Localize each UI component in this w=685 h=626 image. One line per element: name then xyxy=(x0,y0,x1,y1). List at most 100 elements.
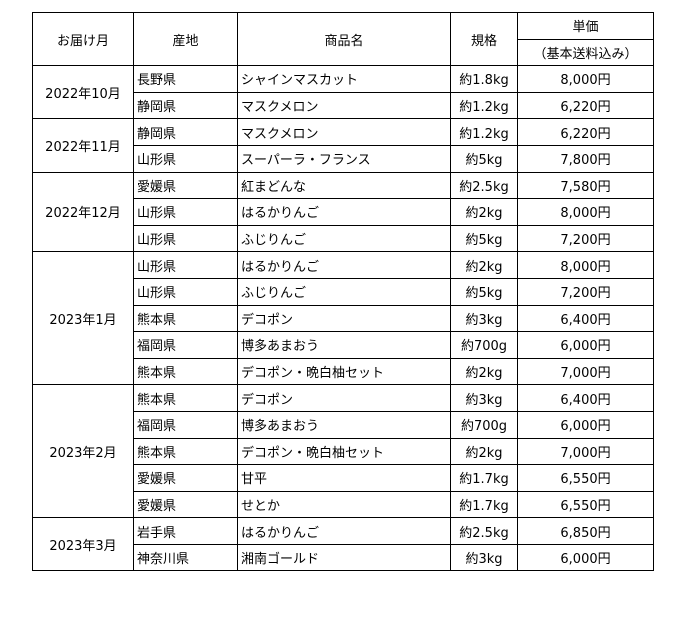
price-cell: 7,200円 xyxy=(517,277,654,306)
product-table: お届け月 産地 商品名 規格 単価 （基本送料込み） 2022年10月 長野県 シャ… xyxy=(32,11,654,572)
origin-cell: 熊本県 xyxy=(133,357,238,386)
price-cell: 7,580円 xyxy=(517,171,654,200)
origin-cell: 福岡県 xyxy=(133,331,238,359)
product-cell: ふじりんご xyxy=(237,224,451,253)
product-cell: 甘平 xyxy=(237,464,451,492)
origin-cell: 熊本県 xyxy=(133,437,238,466)
price-cell: 8,000円 xyxy=(517,198,654,226)
table-row: 愛媛県 せとか 約1.7kg 6,550円 xyxy=(33,490,654,519)
table-row: 2022年11月 静岡県 マスクメロン 約1.2kg 6,220円 xyxy=(32,118,654,173)
table-row: 山形県 はるかりんご 約2kg 8,000円 xyxy=(33,198,654,226)
origin-cell: 山形県 xyxy=(133,251,238,279)
origin-cell: 熊本県 xyxy=(133,384,238,412)
price-cell: 6,000円 xyxy=(517,410,654,439)
table-row: 2023年1月 山形県 はるかりんご 約2kg 8,000円 xyxy=(32,251,654,386)
spec-cell: 約2.5kg xyxy=(450,171,518,200)
product-cell: 博多あまおう xyxy=(237,410,451,439)
spec-cell: 約3kg xyxy=(450,543,518,572)
price-cell: 6,000円 xyxy=(517,331,654,359)
month-cell: 2022年11月 xyxy=(32,118,134,173)
month-cell: 2022年12月 xyxy=(32,171,134,253)
product-cell: はるかりんご xyxy=(237,198,451,226)
table-row: 2022年12月 愛媛県 紅まどんな 約2.5kg 7,580円 xyxy=(32,171,654,253)
price-cell: 7,800円 xyxy=(517,144,654,173)
price-cell: 6,000円 xyxy=(517,543,654,572)
product-cell: ふじりんご xyxy=(237,277,451,306)
header-product: 商品名 xyxy=(237,11,451,67)
table-row: 神奈川県 湘南ゴールド 約3kg 6,000円 xyxy=(33,543,654,572)
table-row: 2023年3月 岩手県 はるかりんご 約2.5kg 6,850円 xyxy=(32,517,654,572)
table-row: 福岡県 博多あまおう 約700g 6,000円 xyxy=(33,331,654,359)
spec-cell: 約5kg xyxy=(450,224,518,253)
product-cell: せとか xyxy=(237,490,451,519)
product-cell: 博多あまおう xyxy=(237,331,451,359)
product-cell: マスクメロン xyxy=(237,91,451,120)
table-row: 山形県 ふじりんご 約5kg 7,200円 xyxy=(33,277,654,306)
spec-cell: 約5kg xyxy=(450,277,518,306)
product-cell: 紅まどんな xyxy=(237,171,451,200)
header-price: 単価 xyxy=(517,12,654,40)
price-cell: 7,200円 xyxy=(517,224,654,253)
product-cell: はるかりんご xyxy=(237,517,451,545)
product-cell: はるかりんご xyxy=(237,251,451,279)
origin-cell: 福岡県 xyxy=(133,410,238,439)
origin-cell: 愛媛県 xyxy=(133,171,238,200)
origin-cell: 静岡県 xyxy=(133,118,238,146)
table-row: 熊本県 デコポン 約3kg 6,400円 xyxy=(33,304,654,333)
price-cell: 6,550円 xyxy=(517,464,654,492)
spec-cell: 約1.7kg xyxy=(450,490,518,519)
price-cell: 6,550円 xyxy=(517,490,654,519)
price-cell: 6,220円 xyxy=(517,118,654,146)
origin-cell: 山形県 xyxy=(133,224,238,253)
origin-cell: 静岡県 xyxy=(133,91,238,120)
price-cell: 6,850円 xyxy=(517,517,654,545)
origin-cell: 神奈川県 xyxy=(133,543,238,572)
spec-cell: 約2kg xyxy=(450,357,518,386)
table-row: 2022年10月 長野県 シャインマスカット 約1.8kg 8,000円 xyxy=(32,65,654,120)
price-cell: 6,400円 xyxy=(517,304,654,333)
product-cell: デコポン・晩白柚セット xyxy=(237,437,451,466)
spec-cell: 約2kg xyxy=(450,198,518,226)
product-cell: マスクメロン xyxy=(237,118,451,146)
price-cell: 8,000円 xyxy=(517,65,654,93)
origin-cell: 愛媛県 xyxy=(133,464,238,492)
product-cell: スーパーラ・フランス xyxy=(237,144,451,173)
spec-cell: 約2kg xyxy=(450,251,518,279)
spec-cell: 約3kg xyxy=(450,384,518,412)
table-row: 静岡県 マスクメロン 約1.2kg 6,220円 xyxy=(33,91,654,120)
month-cell: 2023年2月 xyxy=(32,384,134,519)
table-row: 山形県 スーパーラ・フランス 約5kg 7,800円 xyxy=(33,144,654,173)
header-origin: 産地 xyxy=(133,11,238,67)
spec-cell: 約2kg xyxy=(450,437,518,466)
month-cell: 2022年10月 xyxy=(32,65,134,120)
spec-cell: 約3kg xyxy=(450,304,518,333)
product-cell: シャインマスカット xyxy=(237,65,451,93)
origin-cell: 山形県 xyxy=(133,144,238,173)
origin-cell: 山形県 xyxy=(133,198,238,226)
product-cell: デコポン xyxy=(237,384,451,412)
month-cell: 2023年1月 xyxy=(32,251,134,386)
origin-cell: 愛媛県 xyxy=(133,490,238,519)
origin-cell: 長野県 xyxy=(133,65,238,93)
price-cell: 8,000円 xyxy=(517,251,654,279)
origin-cell: 岩手県 xyxy=(133,517,238,545)
spec-cell: 約5kg xyxy=(450,144,518,173)
spec-cell: 約1.2kg xyxy=(450,91,518,120)
product-cell: デコポン xyxy=(237,304,451,333)
price-cell: 7,000円 xyxy=(517,437,654,466)
origin-cell: 山形県 xyxy=(133,277,238,306)
table-row: 2023年2月 熊本県 デコポン 約3kg 6,400円 xyxy=(32,384,654,519)
product-cell: デコポン・晩白柚セット xyxy=(237,357,451,386)
month-cell: 2023年3月 xyxy=(32,517,134,572)
spec-cell: 約700g xyxy=(450,410,518,439)
spec-cell: 約1.8kg xyxy=(450,65,518,93)
spec-cell: 約1.2kg xyxy=(450,118,518,146)
spec-cell: 約700g xyxy=(450,331,518,359)
spec-cell: 約1.7kg xyxy=(450,464,518,492)
spec-cell: 約2.5kg xyxy=(450,517,518,545)
origin-cell: 熊本県 xyxy=(133,304,238,333)
header-month: お届け月 xyxy=(32,11,134,67)
product-cell: 湘南ゴールド xyxy=(237,543,451,572)
price-cell: 6,220円 xyxy=(517,91,654,120)
header-price-note: （基本送料込み） xyxy=(517,38,654,67)
